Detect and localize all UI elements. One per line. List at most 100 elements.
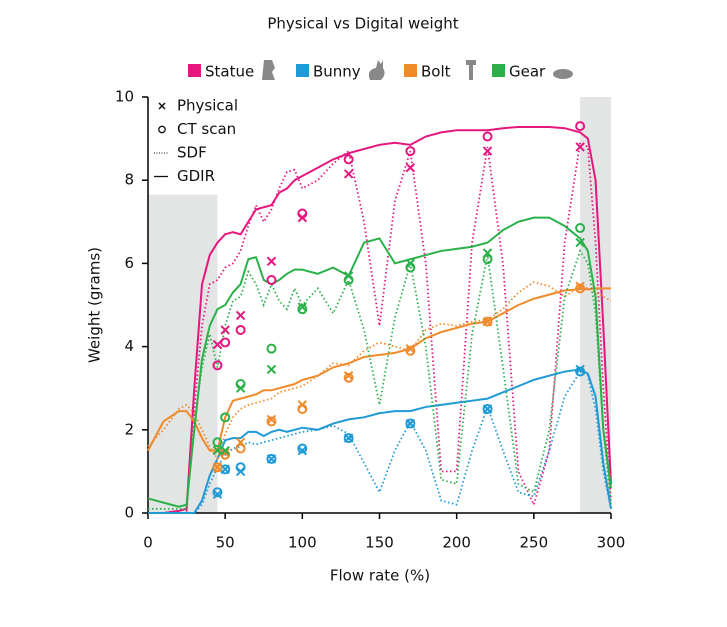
ct-scan-marker	[482, 254, 493, 265]
gear-icon	[553, 69, 573, 79]
method-legend-symbol	[158, 125, 166, 134]
bunny-icon	[368, 60, 385, 80]
legend-label: Gear	[509, 63, 546, 81]
physical-marker	[235, 310, 246, 321]
physical-marker-stroke	[220, 325, 230, 335]
method-legend-label: Physical	[177, 97, 238, 115]
physical-marker	[575, 237, 585, 248]
x-axis-label: Flow rate (%)	[330, 567, 430, 585]
x-tick-label: 300	[597, 534, 626, 552]
shaded-region	[148, 194, 218, 513]
ct-scan-marker	[266, 453, 277, 464]
ct-scan-marker	[297, 304, 308, 315]
gdir-line	[147, 287, 611, 452]
physical-marker	[405, 163, 416, 173]
physical-marker-stroke	[212, 339, 223, 350]
ct-scan-marker	[405, 345, 416, 356]
chart-title: Physical vs Digital weight	[267, 15, 458, 33]
x-tick-label: 100	[288, 534, 317, 552]
ct-scan-marker	[235, 462, 246, 473]
physical-marker-stroke	[266, 256, 277, 267]
physical-marker-stroke	[266, 364, 277, 375]
physical-marker	[220, 445, 230, 456]
ct-scan-marker	[235, 324, 246, 335]
method-legend-label: GDIR	[177, 167, 215, 185]
physical-marker-stroke	[235, 310, 246, 321]
physical-marker	[297, 445, 308, 456]
physical-marker-stroke	[405, 163, 416, 173]
sdf-line	[147, 281, 612, 462]
ct-scan-marker	[212, 487, 223, 498]
ct-scan-marker	[212, 462, 223, 473]
physical-marker-stroke	[575, 142, 585, 152]
gdir-line	[148, 125, 612, 514]
legend-swatch	[404, 64, 417, 77]
ct-scan-marker	[297, 208, 308, 219]
ct-scan-marker	[343, 433, 354, 444]
cross-symbol	[158, 102, 166, 110]
physical-marker	[220, 447, 230, 458]
y-axis-label: Weight (grams)	[86, 247, 104, 363]
ct-scan-marker	[343, 154, 354, 165]
physical-marker	[212, 489, 223, 499]
ct-scan-marker	[343, 275, 354, 286]
physical-marker	[343, 169, 354, 179]
ct-scan-marker	[405, 418, 416, 429]
ct-scan-marker	[575, 366, 586, 377]
physical-marker-stroke	[405, 343, 416, 354]
physical-marker	[575, 281, 585, 291]
legend-label: Bunny	[313, 63, 361, 81]
ct-scan-marker	[343, 372, 354, 383]
method-legend-label: CT scan	[177, 120, 236, 138]
physical-marker-stroke	[220, 445, 230, 456]
y-tick-label: 8	[124, 171, 134, 189]
physical-marker-stroke	[343, 371, 354, 381]
x-tick-label: 250	[520, 534, 549, 552]
physical-marker-stroke	[575, 364, 585, 375]
ct-scan-marker	[575, 121, 586, 132]
x-tick-label: 50	[216, 534, 235, 552]
ct-scan-marker	[575, 223, 586, 234]
legend-swatch	[492, 64, 505, 77]
physical-marker	[343, 371, 354, 381]
ct-scan-marker	[405, 262, 416, 273]
ct-scan-marker	[482, 131, 493, 142]
ct-scan-marker	[235, 379, 246, 390]
physical-marker	[575, 142, 585, 152]
physical-marker	[297, 302, 308, 312]
y-tick-label: 10	[115, 88, 134, 106]
physical-marker-stroke	[482, 146, 493, 156]
ct-scan-marker	[212, 437, 223, 448]
ct-scan-marker	[235, 443, 246, 454]
physical-marker	[266, 414, 277, 425]
legend-icons	[262, 60, 573, 80]
physical-marker-stroke	[575, 237, 585, 248]
bolt-icon	[466, 60, 476, 80]
statue-icon	[262, 60, 275, 80]
physical-marker	[220, 325, 230, 335]
legend-swatch	[296, 64, 309, 77]
ct-scan-marker	[482, 316, 493, 327]
physical-marker	[212, 445, 223, 456]
physical-marker	[212, 339, 223, 350]
y-tick-label: 0	[124, 504, 134, 522]
ct-scan-marker	[266, 343, 277, 354]
physical-marker-stroke	[297, 302, 308, 312]
ct-scan-marker	[220, 412, 231, 423]
physical-marker-stroke	[220, 447, 230, 458]
physical-marker-stroke	[297, 445, 308, 456]
legend-swatch	[188, 64, 201, 77]
legend-label: Statue	[205, 63, 254, 81]
ct-scan-marker	[575, 283, 586, 294]
physical-marker-stroke	[212, 445, 223, 456]
method-legend-symbol	[158, 102, 166, 110]
physical-marker-stroke	[575, 281, 585, 291]
physical-marker	[266, 364, 277, 375]
physical-marker	[575, 364, 585, 375]
x-tick-label: 200	[442, 534, 471, 552]
y-tick-label: 4	[124, 337, 134, 355]
ct-scan-marker	[482, 404, 493, 414]
physical-marker-stroke	[212, 489, 223, 499]
y-tick-label: 6	[124, 254, 134, 272]
